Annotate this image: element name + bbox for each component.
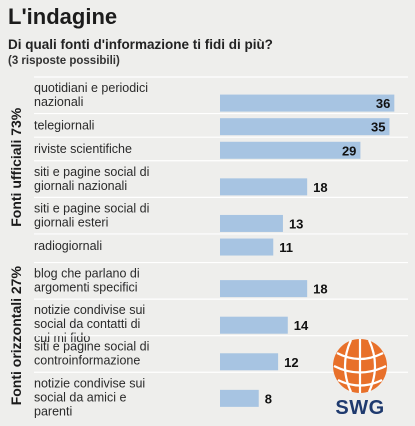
value-label: 13 [289,216,303,231]
bar [220,316,288,334]
category-label: telegiornali [34,119,94,133]
group-label: Fonti orizzontali 27% [8,266,24,406]
survey-question: Di quali fonti d'informazione ti fidi di… [8,37,273,52]
value-label: 18 [313,180,327,195]
page-title: L'indagine [8,4,118,29]
category-label: quotidiani e periodici nazionali [34,81,148,109]
value-label: 18 [313,282,327,297]
bar [220,353,279,371]
value-label: 8 [265,391,272,406]
category-label: notizie condivise sui social da contatti … [34,303,145,345]
bar [220,178,308,196]
swg-logo: SWG [325,335,395,420]
bar [220,389,259,407]
value-label: 35 [371,120,385,135]
bar [220,238,274,256]
bar [220,214,283,232]
category-label: notizie condivise sui social da amici e pa… [34,376,145,418]
category-label: siti e pagine social di giornali esteri [34,201,149,229]
value-label: 29 [342,143,356,158]
value-label: 36 [376,96,390,111]
group-label: Fonti ufficiali 73% [8,107,24,227]
bar [220,94,395,112]
category-label: siti e pagine social di controinformazion… [34,340,149,368]
globe-icon [333,339,387,393]
category-label: radiogiornali [34,239,102,253]
category-label: riviste scientifiche [34,142,132,156]
category-label: siti e pagine social di giornali nazional… [34,165,149,193]
bar [220,141,361,159]
survey-note: (3 risposte possibili) [8,55,120,67]
value-label: 14 [294,318,309,333]
bar [220,280,308,298]
category-label: blog che parlano di argomenti specifici [34,267,140,295]
value-label: 11 [279,240,293,255]
bar [220,118,390,136]
value-label: 12 [284,355,298,370]
logo-text: SWG [335,397,385,419]
